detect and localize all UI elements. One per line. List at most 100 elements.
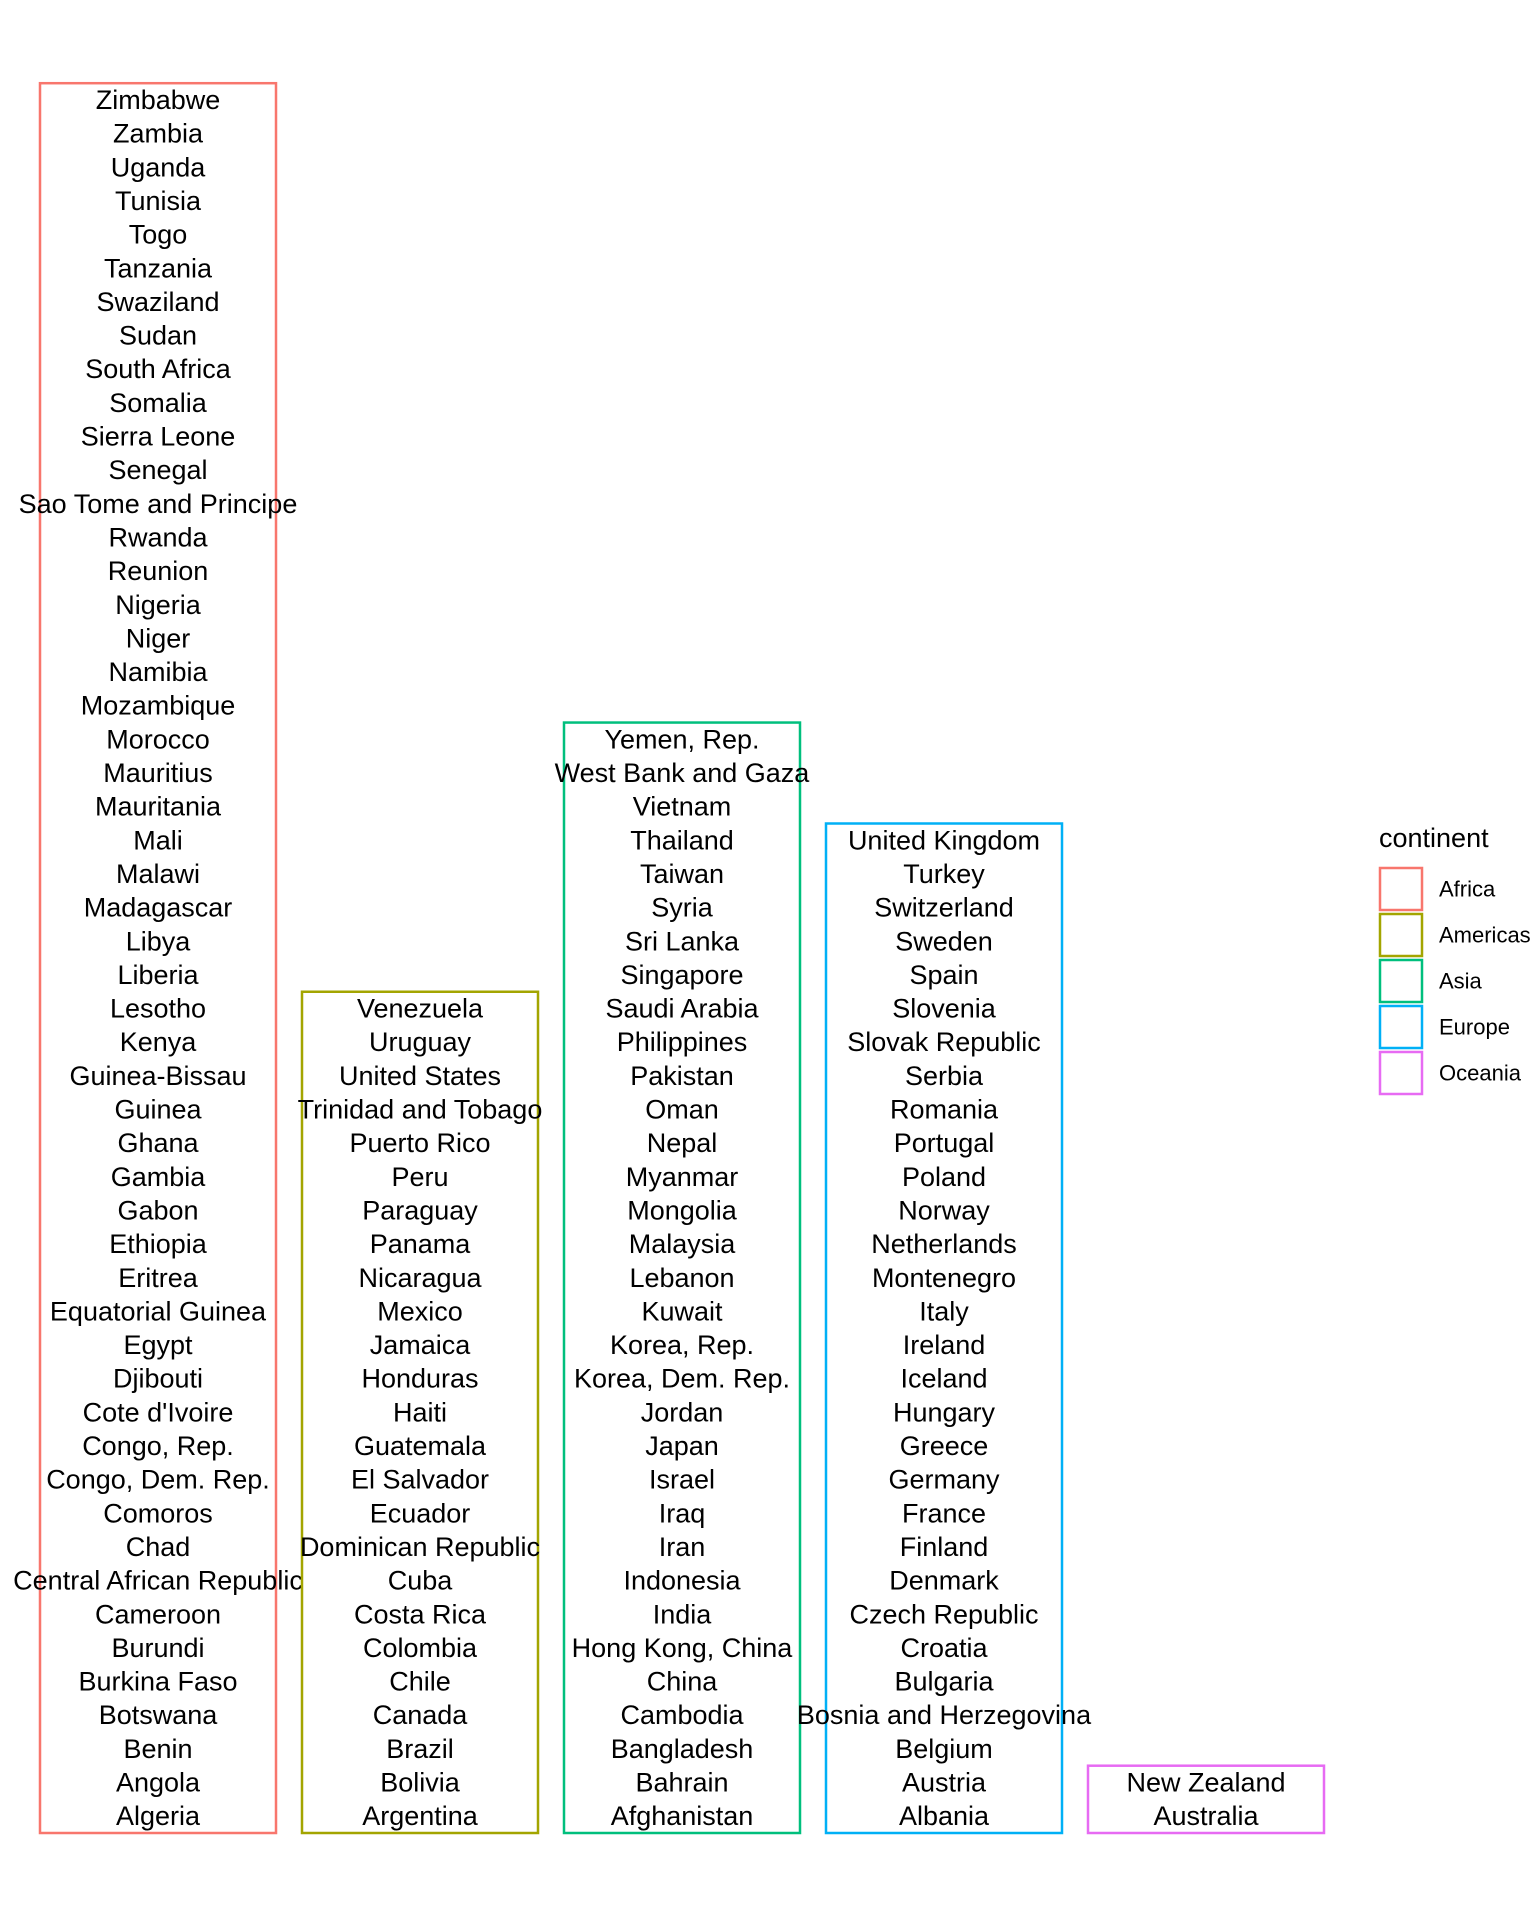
country-label: Argentina bbox=[362, 1801, 479, 1831]
country-label: Canada bbox=[373, 1700, 469, 1730]
country-label: Cote d'Ivoire bbox=[83, 1397, 234, 1427]
country-label: Australia bbox=[1153, 1801, 1259, 1831]
country-label: Italy bbox=[919, 1296, 969, 1326]
column-box-asia bbox=[562, 721, 802, 1835]
country-label: Sierra Leone bbox=[81, 422, 236, 452]
country-label: Gambia bbox=[111, 1162, 207, 1192]
country-label: Guinea bbox=[114, 1095, 202, 1125]
country-label: Niger bbox=[126, 623, 191, 653]
country-label: Senegal bbox=[108, 455, 207, 485]
country-label: Nepal bbox=[647, 1128, 718, 1158]
country-label: Lebanon bbox=[629, 1263, 734, 1293]
country-label: Comoros bbox=[103, 1498, 213, 1528]
country-label: United States bbox=[339, 1061, 501, 1091]
country-label: Peru bbox=[391, 1162, 448, 1192]
country-label: Dominican Republic bbox=[300, 1532, 540, 1562]
country-label: Angola bbox=[116, 1768, 201, 1798]
legend-key-europe bbox=[1378, 1004, 1424, 1050]
country-label: Austria bbox=[902, 1768, 987, 1798]
country-label: Korea, Rep. bbox=[610, 1330, 754, 1360]
country-label: Central African Republic bbox=[13, 1566, 303, 1596]
country-label: Bolivia bbox=[380, 1768, 461, 1798]
country-label: Iceland bbox=[900, 1364, 987, 1394]
country-label: Afghanistan bbox=[611, 1801, 754, 1831]
country-label: Tunisia bbox=[115, 186, 202, 216]
country-label: Bulgaria bbox=[894, 1667, 994, 1697]
country-label: Thailand bbox=[630, 825, 734, 855]
country-label: Jordan bbox=[641, 1397, 724, 1427]
country-label: Mexico bbox=[377, 1296, 463, 1326]
legend-title: continent bbox=[1379, 823, 1489, 853]
country-label: Swaziland bbox=[96, 287, 219, 317]
country-label: Cambodia bbox=[620, 1700, 744, 1730]
country-label: Nicaragua bbox=[358, 1263, 482, 1293]
legend-key-oceania bbox=[1378, 1050, 1424, 1096]
country-label: Libya bbox=[126, 926, 192, 956]
country-label: Romania bbox=[890, 1095, 999, 1125]
country-label: Netherlands bbox=[871, 1229, 1017, 1259]
country-label: Pakistan bbox=[630, 1061, 734, 1091]
country-label: Philippines bbox=[617, 1027, 748, 1057]
country-label: Kuwait bbox=[641, 1296, 723, 1326]
legend-label-oceania: Oceania bbox=[1439, 1061, 1522, 1086]
country-label: Mali bbox=[133, 825, 183, 855]
country-label: Benin bbox=[123, 1734, 192, 1764]
country-label: Honduras bbox=[361, 1364, 478, 1394]
country-label: Haiti bbox=[393, 1397, 447, 1427]
country-label: New Zealand bbox=[1126, 1768, 1285, 1798]
country-label: El Salvador bbox=[351, 1465, 489, 1495]
country-label: Oman bbox=[645, 1095, 719, 1125]
country-label: Hong Kong, China bbox=[572, 1633, 794, 1663]
country-label: Chad bbox=[126, 1532, 191, 1562]
country-label: Mongolia bbox=[627, 1195, 738, 1225]
country-label: Greece bbox=[900, 1431, 989, 1461]
country-label: Poland bbox=[902, 1162, 986, 1192]
country-label: Switzerland bbox=[874, 893, 1014, 923]
country-label: United Kingdom bbox=[848, 825, 1040, 855]
country-label: Serbia bbox=[905, 1061, 984, 1091]
country-label: Tanzania bbox=[104, 253, 213, 283]
country-label: Venezuela bbox=[357, 994, 484, 1024]
country-label: Zambia bbox=[113, 119, 204, 149]
legend-key-africa bbox=[1378, 866, 1424, 912]
country-label: Belgium bbox=[895, 1734, 993, 1764]
country-label: Denmark bbox=[889, 1566, 999, 1596]
column-box-americas bbox=[300, 990, 540, 1835]
legend-label-americas: Americas bbox=[1439, 923, 1531, 948]
country-label: Bangladesh bbox=[611, 1734, 754, 1764]
country-label: Uganda bbox=[111, 152, 207, 182]
country-label: Equatorial Guinea bbox=[50, 1296, 267, 1326]
country-label: Finland bbox=[900, 1532, 989, 1562]
country-label: Czech Republic bbox=[849, 1599, 1038, 1629]
country-label: Kenya bbox=[120, 1027, 198, 1057]
country-label: Puerto Rico bbox=[349, 1128, 490, 1158]
country-label: Uruguay bbox=[369, 1027, 472, 1057]
country-label: Cameroon bbox=[95, 1599, 221, 1629]
country-label: Brazil bbox=[386, 1734, 454, 1764]
country-label: Congo, Rep. bbox=[82, 1431, 234, 1461]
country-label: Togo bbox=[129, 220, 188, 250]
country-label: Eritrea bbox=[118, 1263, 199, 1293]
country-label: Jamaica bbox=[370, 1330, 472, 1360]
country-label: Cuba bbox=[388, 1566, 454, 1596]
country-label: Sao Tome and Principe bbox=[19, 489, 298, 519]
country-label: South Africa bbox=[85, 354, 232, 384]
country-label: Congo, Dem. Rep. bbox=[46, 1465, 270, 1495]
country-label: Mauritania bbox=[95, 792, 222, 822]
country-label: Portugal bbox=[894, 1128, 995, 1158]
column-box-europe bbox=[824, 822, 1064, 1835]
country-label: Korea, Dem. Rep. bbox=[574, 1364, 790, 1394]
country-label: Namibia bbox=[108, 657, 208, 687]
country-label: India bbox=[653, 1599, 713, 1629]
country-label: Liberia bbox=[117, 960, 199, 990]
country-label: Taiwan bbox=[640, 859, 724, 889]
country-label: Montenegro bbox=[872, 1263, 1016, 1293]
country-label: Germany bbox=[888, 1465, 1000, 1495]
country-label: Trinidad and Tobago bbox=[298, 1095, 543, 1125]
country-label: Slovak Republic bbox=[847, 1027, 1041, 1057]
country-label: Saudi Arabia bbox=[605, 994, 759, 1024]
country-label: Ireland bbox=[903, 1330, 986, 1360]
country-label: Bosnia and Herzegovina bbox=[797, 1700, 1092, 1730]
country-label: Burkina Faso bbox=[78, 1667, 237, 1697]
